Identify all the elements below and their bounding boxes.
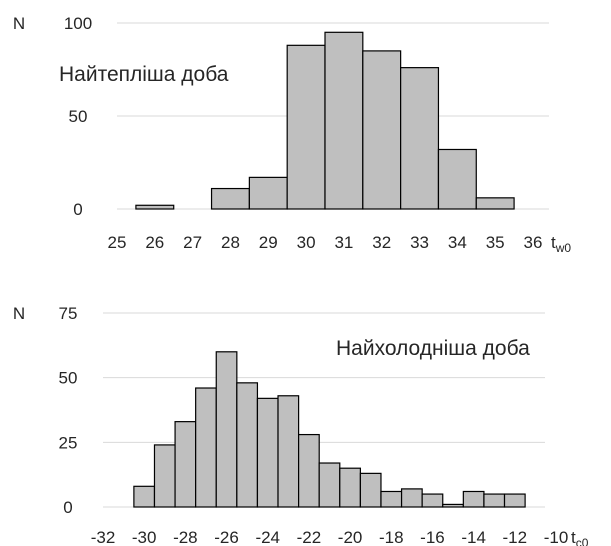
histogram-bar	[359, 472, 382, 508]
x-tick-label: -20	[338, 528, 363, 546]
histogram-bar	[195, 387, 217, 508]
x-axis-label-main: t	[551, 233, 556, 252]
x-tick-label: -28	[173, 528, 198, 546]
y-axis-label: N	[13, 304, 25, 323]
histogram-bar	[339, 467, 361, 508]
x-tick-label: 26	[145, 233, 164, 252]
histogram-bar	[174, 421, 197, 508]
x-tick-label: -30	[132, 528, 157, 546]
histogram-bar	[362, 50, 402, 210]
chart-annotation: Найтепліша доба	[59, 63, 229, 86]
x-tick-label: 32	[372, 233, 391, 252]
histogram-bar	[400, 67, 440, 210]
x-tick-label: 25	[108, 233, 127, 252]
x-tick-label: -10	[544, 528, 569, 546]
x-axis-label-subscript: c0	[576, 536, 589, 546]
histogram-bar	[133, 485, 156, 508]
x-tick-label: 33	[410, 233, 429, 252]
histogram-bar	[324, 31, 364, 210]
y-tick-label: 50	[59, 369, 78, 388]
histogram-bar	[462, 490, 485, 508]
histogram-bar	[442, 503, 464, 508]
x-tick-label: -32	[91, 528, 116, 546]
histogram-bar	[503, 493, 526, 508]
histogram-bar	[210, 187, 250, 210]
x-tick-label: 27	[183, 233, 202, 252]
histogram-bar	[256, 397, 279, 508]
histogram-bar	[236, 382, 259, 508]
histogram-bar	[483, 493, 506, 508]
x-tick-label: 35	[486, 233, 505, 252]
x-tick-label: 29	[259, 233, 278, 252]
x-axis-label-subscript: w0	[555, 241, 572, 255]
histogram-bar	[380, 490, 403, 508]
y-tick-label: 0	[73, 200, 82, 219]
x-tick-label: -24	[255, 528, 280, 546]
x-axis-label: tc0	[571, 528, 589, 546]
x-tick-label: 36	[524, 233, 543, 252]
y-axis-label: N	[13, 14, 25, 33]
histogram-bar	[400, 488, 423, 508]
y-tick-label: 100	[64, 14, 92, 33]
x-tick-label: -18	[379, 528, 404, 546]
x-tick-label: -26	[214, 528, 239, 546]
x-tick-label: 28	[221, 233, 240, 252]
histogram-bar	[248, 176, 288, 210]
histogram-bar	[215, 351, 238, 508]
x-tick-label: 31	[334, 233, 353, 252]
x-tick-label: -22	[297, 528, 322, 546]
histogram-bar	[135, 204, 175, 210]
histogram-bar	[318, 462, 341, 508]
histogram-bar	[298, 433, 320, 508]
x-tick-label: 30	[297, 233, 316, 252]
x-tick-label: 34	[448, 233, 467, 252]
chart-panel-2: 0 25 50 75 N -32 -30 -28 -26 -24 -22 -20 -18 -16 -14 -1…	[13, 304, 589, 546]
histogram-bar	[277, 395, 300, 508]
y-tick-label: 75	[59, 304, 78, 323]
x-tick-label: -12	[503, 528, 528, 546]
histogram-bar	[286, 44, 326, 210]
histogram-bar	[153, 444, 176, 508]
y-tick-label: 0	[63, 498, 72, 517]
x-axis-label-main: t	[571, 528, 576, 546]
histogram-bar	[475, 197, 515, 210]
chart-annotation: Найхолодніша доба	[336, 337, 530, 360]
y-tick-label: 25	[59, 433, 78, 452]
histogram-bar	[421, 493, 444, 508]
chart-panel-1: 0 50 100 N 25 26 27 28 29 30 31 32 33 34 35 36 tw0 Найтеп…	[13, 14, 572, 255]
x-tick-label: -16	[420, 528, 445, 546]
x-axis-label: tw0	[551, 233, 571, 255]
x-tick-label: -14	[461, 528, 486, 546]
y-tick-label: 50	[69, 107, 88, 126]
histogram-bar	[437, 148, 477, 210]
